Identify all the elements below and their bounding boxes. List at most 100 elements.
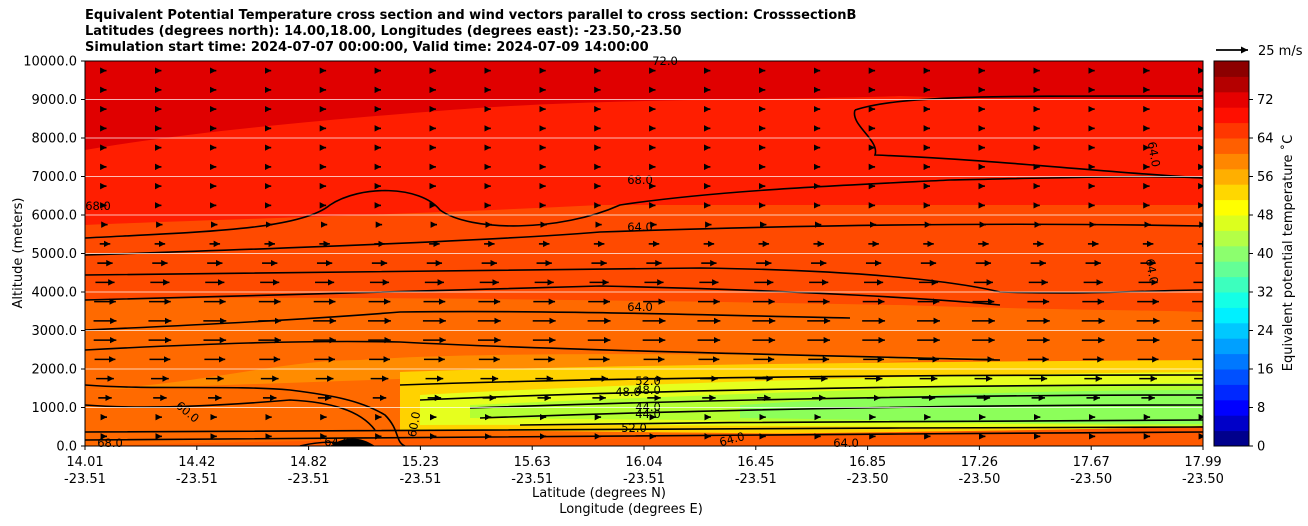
contour-label: 64.0 bbox=[324, 435, 350, 449]
y-tick-label: 6000.0 bbox=[32, 209, 78, 224]
y-tick-label: 0.0 bbox=[56, 440, 77, 455]
colorbar-band bbox=[1214, 76, 1249, 93]
x-tick-label-lat: 14.01 bbox=[66, 455, 103, 470]
x-tick-label-lon: -23.51 bbox=[735, 472, 777, 487]
y-tick-label: 1000.0 bbox=[32, 401, 78, 416]
x-tick-label-lat: 15.63 bbox=[514, 455, 551, 470]
x-tick-label-lat: 16.85 bbox=[849, 455, 886, 470]
x-tick-label-lon: -23.51 bbox=[176, 472, 218, 487]
colorbar-band bbox=[1214, 138, 1249, 154]
colorbar-tick-label: 8 bbox=[1257, 401, 1265, 416]
colorbar-band bbox=[1214, 107, 1249, 124]
colorbar-band bbox=[1214, 353, 1249, 370]
contour-label: 68.0 bbox=[97, 436, 123, 450]
contour-label: 52.0 bbox=[621, 421, 647, 435]
contour-label: 44.0 bbox=[635, 407, 661, 421]
x-tick-label-lat: 15.23 bbox=[402, 455, 439, 470]
colorbar-band bbox=[1214, 230, 1249, 247]
x-tick-label-lat: 16.04 bbox=[625, 455, 662, 470]
wind-vectors bbox=[93, 67, 1203, 440]
x-tick-label-lon: -23.51 bbox=[623, 472, 665, 487]
x-tick-label-lon: -23.50 bbox=[958, 472, 1000, 487]
quiver-key: 25 m/s bbox=[1216, 44, 1303, 59]
x-tick-label-lat: 14.42 bbox=[178, 455, 215, 470]
contour-label: 68.0 bbox=[85, 199, 111, 213]
colorbar-tick-label: 72 bbox=[1257, 93, 1274, 108]
title-line-3: Simulation start time: 2024-07-07 00:00:… bbox=[85, 40, 649, 55]
colorbar-tick-label: 40 bbox=[1257, 247, 1274, 262]
x-tick-label-lat: 17.99 bbox=[1184, 455, 1221, 470]
colorbar-band bbox=[1214, 307, 1249, 324]
y-tick-label: 8000.0 bbox=[32, 132, 78, 147]
colorbar-band bbox=[1214, 338, 1249, 355]
colorbar-tick-label: 0 bbox=[1257, 440, 1265, 455]
colorbar-band bbox=[1214, 292, 1249, 308]
contour-label: 52.0 bbox=[635, 374, 661, 388]
contour-label: 64.0 bbox=[718, 429, 746, 449]
y-tick-label: 2000.0 bbox=[32, 363, 78, 378]
colorbar-band bbox=[1214, 261, 1249, 278]
colorbar-band bbox=[1214, 369, 1249, 385]
colorbar-tick-label: 32 bbox=[1257, 286, 1274, 301]
x-tick-label-lon: -23.50 bbox=[847, 472, 889, 487]
y-axis-label: Altitude (meters) bbox=[11, 198, 26, 309]
colorbar-tick-label: 56 bbox=[1257, 170, 1274, 185]
x-axis-label-lon: Longitude (degrees E) bbox=[559, 502, 703, 517]
y-tick-label: 10000.0 bbox=[23, 55, 77, 70]
contour-label: 64.0 bbox=[1143, 257, 1161, 285]
contour-lines bbox=[85, 95, 1203, 446]
title-line-1: Equivalent Potential Temperature cross s… bbox=[85, 8, 857, 23]
title-line-2: Latitudes (degrees north): 14.00,18.00, … bbox=[85, 24, 682, 39]
colorbar-tick-label: 24 bbox=[1257, 324, 1274, 339]
x-tick-label-lon: -23.50 bbox=[1182, 472, 1224, 487]
y-tick-label: 7000.0 bbox=[32, 170, 78, 185]
quiver-key-label: 25 m/s bbox=[1258, 44, 1303, 59]
colorbar-band bbox=[1214, 276, 1249, 293]
colorbar-band bbox=[1214, 91, 1249, 108]
contour-label: 64.0 bbox=[627, 220, 653, 234]
x-axis: 14.01 -23.51 14.42 -23.51 14.82 -23.51 15.23 -2… bbox=[64, 446, 1224, 487]
colorbar-band bbox=[1214, 322, 1249, 339]
contour-label: 48.0 bbox=[635, 383, 661, 397]
colorbar-tick-label: 48 bbox=[1257, 209, 1274, 224]
y-tick-label: 9000.0 bbox=[32, 93, 78, 108]
x-axis-label-lat: Latitude (degrees N) bbox=[532, 486, 666, 501]
chart-title: Equivalent Potential Temperature cross s… bbox=[85, 8, 856, 56]
contour-label: 68.0 bbox=[627, 173, 653, 187]
colorbar-tick-label: 16 bbox=[1257, 363, 1274, 378]
x-tick-label-lon: -23.50 bbox=[1070, 472, 1112, 487]
colorbar-band bbox=[1214, 122, 1249, 139]
x-tick-label-lon: -23.51 bbox=[64, 472, 106, 487]
y-tick-label: 4000.0 bbox=[32, 286, 78, 301]
y-tick-label: 5000.0 bbox=[32, 247, 78, 262]
colorbar-tick-label: 64 bbox=[1257, 132, 1274, 147]
contour-label: 64.0 bbox=[833, 436, 859, 450]
colorbar-band bbox=[1214, 399, 1249, 416]
x-tick-label-lat: 17.67 bbox=[1073, 455, 1110, 470]
contour-label: 48.0 bbox=[615, 385, 641, 399]
colorbar-band bbox=[1214, 153, 1249, 170]
y-axis: 0.0 1000.0 2000.0 3000.0 4000.0 5000.0 6000.0 7… bbox=[23, 55, 85, 455]
colorbar-band bbox=[1214, 430, 1249, 447]
colorbar-band bbox=[1214, 415, 1249, 432]
colorbar-band bbox=[1214, 384, 1249, 401]
colorbar: 0 8 16 24 32 40 48 56 64 72 bbox=[1213, 60, 1274, 455]
contour-label: 60.0 bbox=[405, 410, 423, 438]
colorbar-band bbox=[1214, 184, 1249, 201]
y-tick-label: 3000.0 bbox=[32, 324, 78, 339]
x-tick-label-lon: -23.51 bbox=[511, 472, 553, 487]
x-tick-label-lat: 14.82 bbox=[290, 455, 327, 470]
colorbar-band bbox=[1214, 245, 1249, 262]
grid-lines bbox=[85, 99, 1203, 408]
contour-label: 64.0 bbox=[627, 300, 653, 314]
colorbar-label: Equivalent potential temperature ˚C bbox=[1280, 135, 1296, 371]
x-tick-label-lon: -23.51 bbox=[399, 472, 441, 487]
colorbar-band bbox=[1214, 168, 1249, 185]
colorbar-band bbox=[1214, 199, 1249, 216]
colorbar-band bbox=[1214, 61, 1249, 77]
x-tick-label-lat: 17.26 bbox=[961, 455, 998, 470]
x-tick-label-lon: -23.51 bbox=[288, 472, 330, 487]
x-tick-label-lat: 16.45 bbox=[737, 455, 774, 470]
colorbar-band bbox=[1214, 215, 1249, 231]
